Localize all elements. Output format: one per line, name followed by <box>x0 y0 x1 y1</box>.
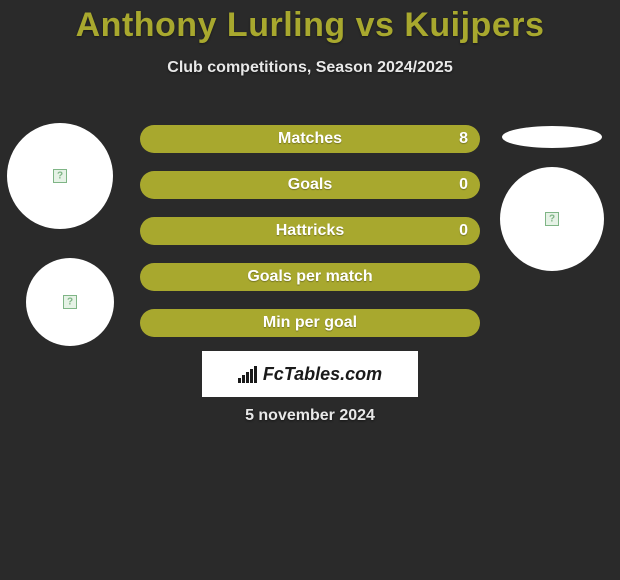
stat-row-hattricks: Hattricks 0 <box>140 217 480 245</box>
player-avatar-right-flat <box>502 126 602 148</box>
stats-container: Matches 8 Goals 0 Hattricks 0 Goals per … <box>140 125 480 355</box>
brand-text: FcTables.com <box>263 364 382 385</box>
player-avatar-left-1 <box>7 123 113 229</box>
image-placeholder-icon <box>63 295 77 309</box>
stat-row-matches: Matches 8 <box>140 125 480 153</box>
stat-value: 0 <box>459 176 468 194</box>
stat-value: 0 <box>459 222 468 240</box>
stat-label: Hattricks <box>276 222 344 240</box>
stat-label: Goals <box>288 176 332 194</box>
image-placeholder-icon <box>545 212 559 226</box>
player-avatar-left-2 <box>26 258 114 346</box>
stat-value: 8 <box>459 130 468 148</box>
stat-label: Matches <box>278 130 342 148</box>
page-title: Anthony Lurling vs Kuijpers <box>0 0 620 45</box>
stat-row-goals-per-match: Goals per match <box>140 263 480 291</box>
bar-chart-icon <box>238 365 257 383</box>
player-avatar-right <box>500 167 604 271</box>
date-text: 5 november 2024 <box>0 407 620 425</box>
image-placeholder-icon <box>53 169 67 183</box>
stat-row-min-per-goal: Min per goal <box>140 309 480 337</box>
stat-label: Min per goal <box>263 314 357 332</box>
stat-label: Goals per match <box>247 268 372 286</box>
brand-badge[interactable]: FcTables.com <box>202 351 418 397</box>
stat-row-goals: Goals 0 <box>140 171 480 199</box>
page-subtitle: Club competitions, Season 2024/2025 <box>0 59 620 77</box>
